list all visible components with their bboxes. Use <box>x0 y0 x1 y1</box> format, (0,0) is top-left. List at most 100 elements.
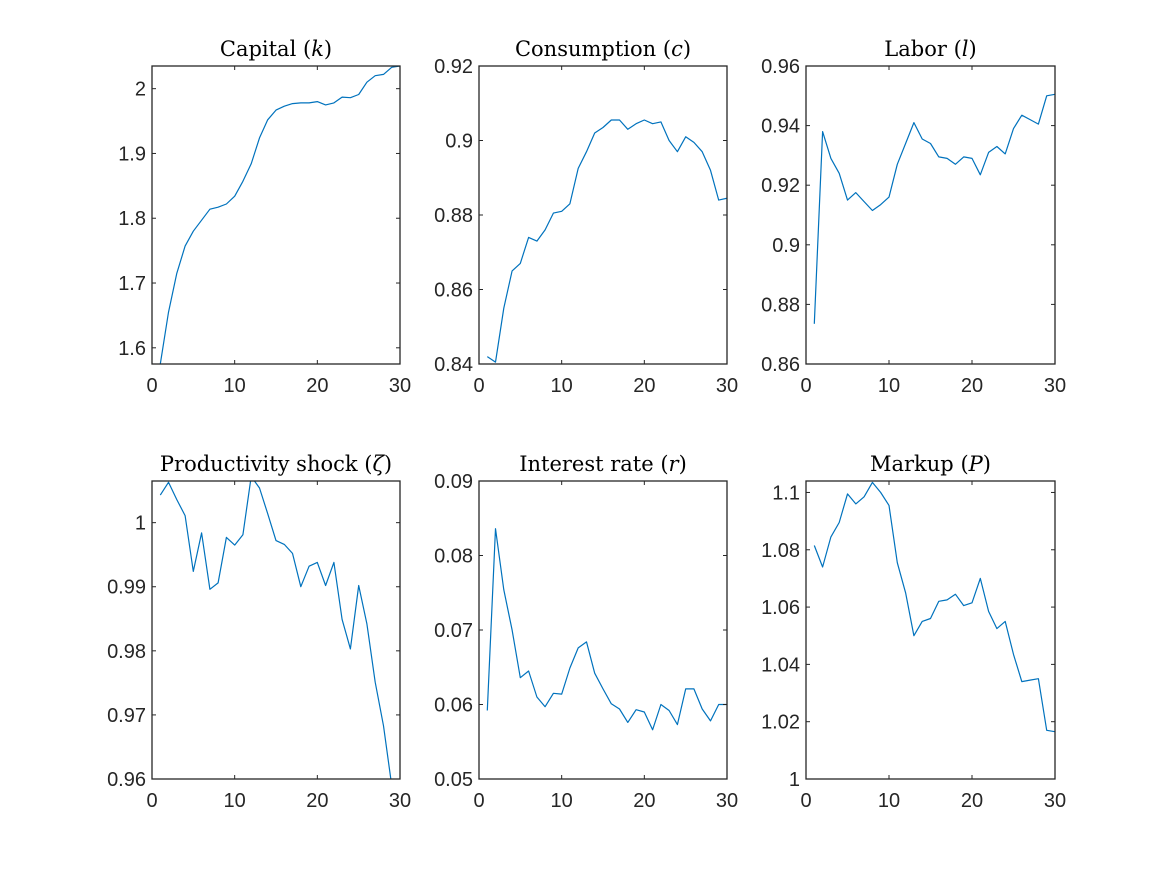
chart-title-symbol: l <box>962 37 969 61</box>
x-tick-label: 0 <box>473 375 484 397</box>
chart-title: Capital (k) <box>220 37 332 61</box>
x-tick-label: 30 <box>716 375 738 397</box>
y-tick-label: 0.09 <box>434 471 473 493</box>
y-tick-label: 1.9 <box>118 143 146 165</box>
x-tick-label: 10 <box>551 790 573 812</box>
chart-title-paren-close: ) <box>968 37 976 61</box>
y-tick-label: 1.02 <box>761 712 800 734</box>
y-tick-label: 0.84 <box>434 354 473 376</box>
chart-title-main: Productivity shock <box>160 452 358 476</box>
y-tick-label: 0.92 <box>434 56 473 78</box>
chart-title-symbol: c <box>671 37 683 61</box>
chart-title-main: Consumption <box>515 37 656 61</box>
x-tick-label: 20 <box>633 790 655 812</box>
y-tick-label: 0.96 <box>761 56 800 78</box>
y-tick-label: 0.9 <box>772 235 800 257</box>
series-line <box>486 119 727 363</box>
chart-title-paren-open: ( <box>358 452 373 476</box>
x-tick-label: 30 <box>389 790 411 812</box>
y-tick-label: 1.04 <box>761 654 800 676</box>
x-tick-label: 30 <box>1044 375 1066 397</box>
y-tick-label: 0.86 <box>761 354 800 376</box>
x-tick-label: 10 <box>224 375 246 397</box>
chart-title: Markup (P) <box>870 452 991 476</box>
chart-title: Consumption (c) <box>515 37 691 61</box>
y-tick-label: 0.08 <box>434 546 473 568</box>
chart-title-symbol: P <box>968 452 984 476</box>
x-tick-label: 20 <box>306 790 328 812</box>
y-tick-label: 0.97 <box>107 705 146 727</box>
axes-frame <box>478 65 728 365</box>
chart-title-symbol: k <box>311 37 324 61</box>
series-line <box>813 93 1055 324</box>
y-tick-label: 1.7 <box>118 273 146 295</box>
x-tick-label: 0 <box>146 790 157 812</box>
y-tick-label: 1.1 <box>772 482 800 504</box>
axes-frame <box>151 65 401 365</box>
x-tick-label: 30 <box>716 790 738 812</box>
chart-panel-5: Interest rate (r) 0 10 20 30 0.05 0.06 0.07 0.08… <box>434 452 738 812</box>
chart-title-paren-open: ( <box>654 452 669 476</box>
chart-title-main: Interest rate <box>519 452 653 476</box>
y-tick-label: 0.86 <box>434 280 473 302</box>
x-tick-label: 20 <box>633 375 655 397</box>
chart-title-paren-open: ( <box>947 37 962 61</box>
chart-panel-2: Consumption (c) 0 10 20 30 0.84 0.86 0.88 0.9 0.9… <box>434 37 738 397</box>
x-tick-label: 30 <box>389 375 411 397</box>
chart-title-main: Markup <box>870 452 954 476</box>
chart-title-paren-open: ( <box>656 37 671 61</box>
axes-frame <box>478 480 728 780</box>
y-tick-label: 1 <box>135 513 146 535</box>
series-line <box>159 66 400 364</box>
chart-title: Interest rate (r) <box>519 452 687 476</box>
y-tick-label: 0.96 <box>107 769 146 791</box>
chart-title: Labor (l) <box>884 37 976 61</box>
chart-title-paren-close: ) <box>983 452 991 476</box>
y-tick-label: 0.06 <box>434 695 473 717</box>
series-line <box>486 528 727 731</box>
y-tick-label: 1.08 <box>761 540 800 562</box>
y-tick-label: 1.8 <box>118 208 146 230</box>
series-line <box>813 481 1055 733</box>
x-tick-label: 20 <box>961 790 983 812</box>
x-tick-label: 0 <box>146 375 157 397</box>
x-tick-label: 0 <box>800 790 811 812</box>
axes-frame <box>805 480 1056 780</box>
y-tick-label: 0.05 <box>434 769 473 791</box>
x-tick-label: 20 <box>961 375 983 397</box>
y-tick-label: 1 <box>789 769 800 791</box>
y-tick-label: 0.88 <box>434 205 473 227</box>
chart-title-paren-open: ( <box>954 452 969 476</box>
chart-panel-1: Capital (k) 0 10 20 30 1.6 1.7 1.8 1.9 2 <box>118 37 411 397</box>
chart-title-symbol: ζ <box>372 452 385 476</box>
y-tick-label: 0.88 <box>761 294 800 316</box>
y-tick-label: 0.94 <box>761 116 800 138</box>
x-tick-label: 30 <box>1044 790 1066 812</box>
chart-title-main: Labor <box>884 37 948 61</box>
x-tick-label: 10 <box>551 375 573 397</box>
y-tick-label: 0.99 <box>107 577 146 599</box>
series-line <box>159 481 392 779</box>
axes-frame <box>151 480 401 780</box>
y-tick-label: 0.98 <box>107 641 146 663</box>
chart-panel-4: Productivity shock (ζ) 0 10 20 30 0.96 0.97 0.9… <box>107 452 411 812</box>
chart-title-paren-open: ( <box>296 37 311 61</box>
x-tick-label: 10 <box>878 375 900 397</box>
chart-panel-3: Labor (l) 0 10 20 30 0.86 0.88 0.9 0.92 0.94 0.96 <box>761 37 1066 397</box>
y-tick-label: 1.6 <box>118 338 146 360</box>
x-tick-label: 10 <box>878 790 900 812</box>
chart-title-paren-close: ) <box>679 452 687 476</box>
y-tick-label: 0.92 <box>761 175 800 197</box>
y-tick-label: 0.07 <box>434 620 473 642</box>
chart-title-paren-close: ) <box>384 452 392 476</box>
y-tick-label: 2 <box>135 79 146 101</box>
y-tick-label: 0.9 <box>445 131 473 153</box>
x-tick-label: 0 <box>473 790 484 812</box>
chart-title-paren-close: ) <box>324 37 332 61</box>
chart-title-main: Capital <box>220 37 297 61</box>
y-tick-label: 1.06 <box>761 597 800 619</box>
axes-frame <box>805 65 1056 365</box>
x-tick-label: 20 <box>306 375 328 397</box>
chart-title: Productivity shock (ζ) <box>160 452 392 476</box>
